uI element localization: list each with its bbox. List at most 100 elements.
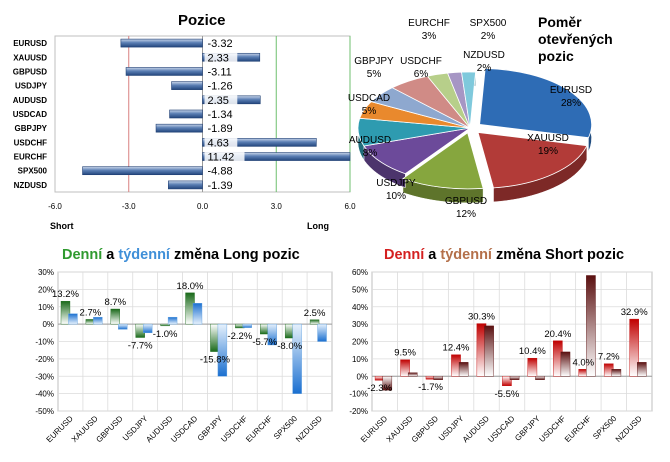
pie-label-nzdusd: NZDUSD 2% (463, 50, 505, 74)
pie-label-name-eurchf: EURCHF (408, 18, 450, 29)
short-y-tick-2: 40% (352, 303, 368, 312)
long-data-label-audusd: -1.0% (153, 329, 178, 340)
pie-slice-gbpusd (402, 132, 484, 190)
value-label-eurusd: -3.32 (208, 38, 233, 50)
value-label-bg-gbpjpy (204, 122, 245, 135)
value-label-gbpusd: -3.11 (208, 66, 232, 78)
short-weekly-bar-spx500 (611, 369, 622, 377)
short-daily-bar-usdcad (502, 376, 512, 387)
pie-label-eurusd: EURUSD 28% (550, 85, 592, 109)
pie-label-pct-xauusd: 19% (538, 146, 558, 157)
long-data-label-eurusd: 13.2% (52, 289, 79, 300)
pie-label-pct-nzdusd: 2% (477, 63, 492, 74)
x-tick-0: -6.0 (48, 202, 62, 211)
short-axis-label: Short (50, 221, 74, 231)
bar-gbpjpy (155, 123, 203, 133)
short-data-label-audusd: 30.3% (468, 312, 495, 323)
x-tick-4: 6.0 (344, 202, 356, 211)
pie-label-usdcad: USDCAD 5% (348, 93, 390, 117)
pomer-title-line-1: Poměr (538, 14, 582, 30)
long-weekly-bar-eurusd (68, 313, 78, 325)
long-title-daily: Denní (62, 247, 103, 263)
bar-usdcad (169, 109, 203, 119)
short-weekly-bar-usdjpy (458, 362, 469, 377)
category-label-spx500: SPX500 (18, 167, 48, 176)
bar-usdchf (202, 138, 317, 147)
category-label-usdchf: USDCHF (14, 138, 47, 147)
pie-label-name-usdchf: USDCHF (400, 56, 442, 67)
long-title-rest: změna Long pozic (169, 247, 300, 263)
short-daily-bar-xauusd (400, 359, 410, 377)
pie-label-pct-usdchf: 6% (414, 69, 429, 80)
long-data-label-usdchf: -2.2% (227, 331, 252, 342)
bar-eurusd (120, 38, 203, 48)
value-label-eurchf: 11.42 (208, 152, 235, 164)
value-label-usdcad: -1.34 (208, 109, 233, 121)
pie-label-name-audusd: AUDUSD (349, 135, 391, 146)
value-label-nzdusd: -1.39 (208, 180, 233, 192)
short-data-label-spx500: 7.2% (598, 352, 620, 363)
long-daily-bar-eurusd (60, 300, 71, 325)
short-title-rest: změna Short pozic (491, 247, 625, 263)
pomer-title-line-3: pozic (538, 48, 574, 64)
short-weekly-bar-audusd (484, 325, 494, 377)
short-category-eurusd: EURUSD (359, 414, 389, 444)
long-y-tick-2: 10% (38, 303, 54, 312)
value-label-spx500: -4.88 (208, 166, 233, 178)
short-weekly-bar-eurchf (586, 275, 596, 377)
pie-label-xauusd: XAUUSD 19% (527, 133, 569, 157)
short-data-label-xauusd: 9.5% (394, 348, 416, 359)
pie-label-pct-usdcad: 5% (362, 106, 377, 117)
x-tick-2: 0.0 (197, 202, 209, 211)
long-data-label-gbpjpy: -15.8% (200, 355, 231, 366)
category-label-xauusd: XAUUSD (13, 53, 47, 62)
value-label-bg-xauusd (204, 51, 238, 64)
long-data-label-usdjpy: -7.7% (128, 341, 153, 352)
value-label-bg-nzdusd (204, 178, 245, 191)
value-label-bg-eurchf (204, 150, 245, 163)
long-title-and: a (102, 247, 119, 263)
value-label-bg-audusd (204, 93, 238, 106)
long-y-tick-1: 20% (38, 285, 54, 294)
pomer-title-line-2: otevřených (538, 31, 613, 47)
category-label-eurchf: EURCHF (14, 153, 47, 162)
short-y-tick-3: 30% (352, 320, 368, 329)
value-label-bg-eurusd (204, 37, 245, 50)
pie-label-pct-spx500: 2% (481, 31, 496, 42)
short-y-tick-7: -10% (349, 390, 368, 399)
long-daily-bar-nzdusd (309, 319, 320, 325)
short-weekly-bar-usdcad (509, 376, 520, 380)
category-label-usdjpy: USDJPY (15, 82, 48, 91)
pie-label-spx500: SPX500 2% (470, 18, 507, 42)
pie-label-gbpusd: GBPUSD 12% (445, 196, 487, 220)
pie-label-pct-gbpjpy: 5% (367, 69, 382, 80)
category-label-eurusd: EURUSD (13, 39, 47, 48)
pie-label-name-usdjpy: USDJPY (376, 178, 416, 189)
short-title-daily: Denní (384, 247, 425, 263)
long-weekly-bar-gbpjpy (217, 323, 228, 377)
short-weekly-bar-gbpusd (433, 376, 443, 380)
pozice-title: Pozice (178, 12, 226, 29)
short-data-label-usdcad: -5.5% (494, 389, 519, 400)
long-weekly-bar-xauusd (93, 316, 103, 325)
pie-label-eurchf: EURCHF 3% (408, 18, 450, 42)
value-label-bg-usdchf (204, 136, 238, 149)
long-data-label-nzdusd: 2.5% (304, 308, 326, 319)
value-label-bg-spx500 (204, 164, 245, 177)
long-data-label-usdcad: 18.0% (177, 281, 204, 292)
short-title-and: a (424, 247, 441, 263)
value-label-bg-usdjpy (204, 79, 245, 92)
pie-label-usdchf: USDCHF 6% (400, 56, 442, 80)
long-data-label-gbpusd: 8.7% (104, 297, 126, 308)
pie-label-name-xauusd: XAUUSD (527, 133, 569, 144)
pie-label-name-usdcad: USDCAD (348, 93, 390, 104)
pomer-title: Poměr otevřených pozic (538, 14, 613, 65)
long-data-label-xauusd: 2.7% (80, 307, 102, 318)
long-y-tick-3: 0% (42, 320, 54, 329)
short-category-audusd: AUDUSD (461, 414, 491, 444)
short-weekly-bar-nzdusd (637, 362, 647, 377)
x-tick-1: -3.0 (122, 202, 136, 211)
